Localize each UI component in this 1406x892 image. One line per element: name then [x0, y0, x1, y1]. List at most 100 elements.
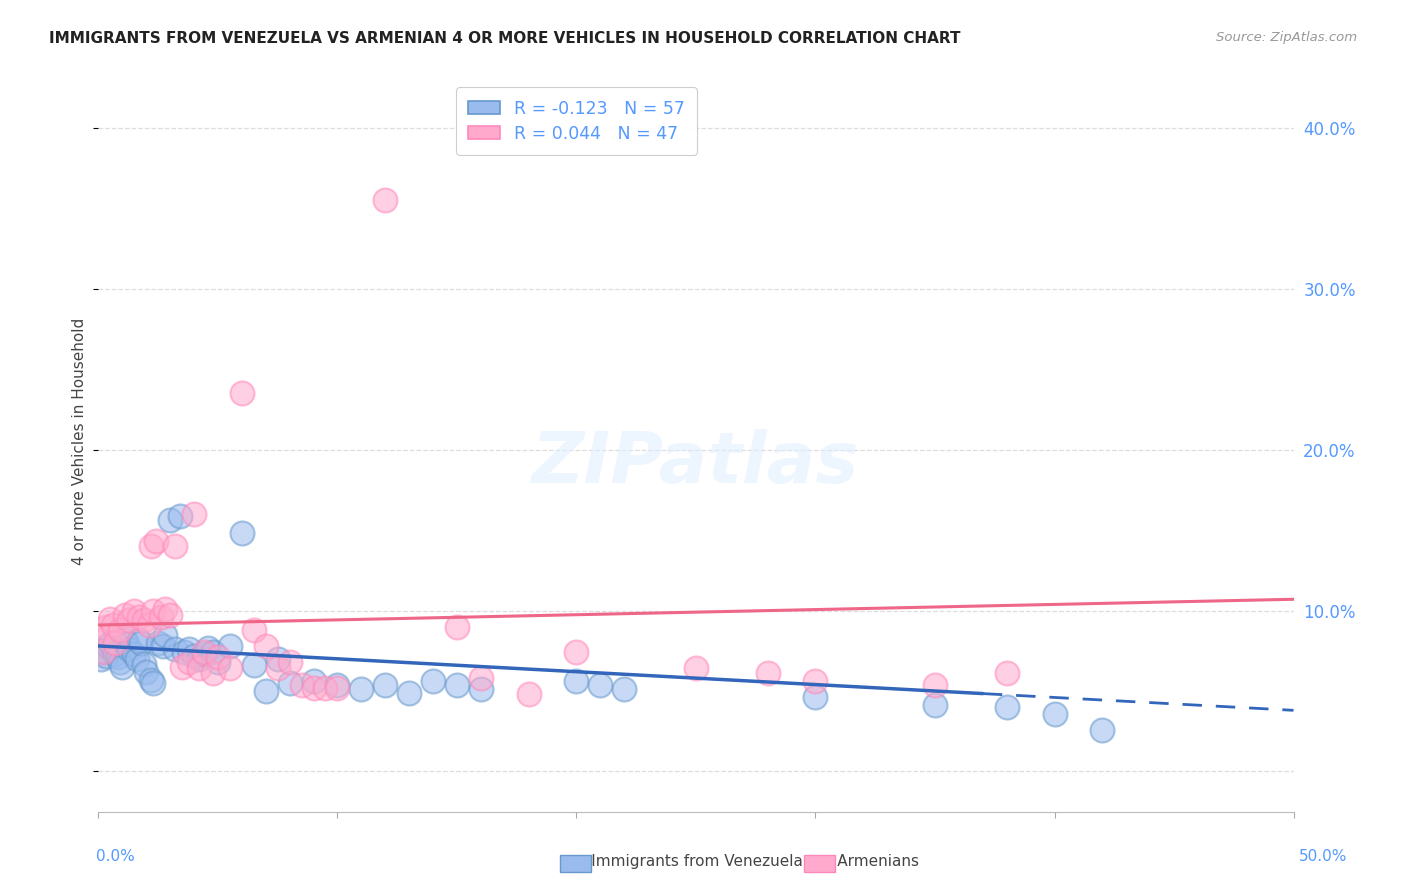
Point	[398, 685, 420, 699]
Point	[589, 677, 612, 691]
Point	[187, 652, 209, 666]
Point	[924, 698, 946, 713]
Point	[267, 661, 290, 675]
Point	[90, 652, 112, 666]
Point	[132, 613, 155, 627]
Point	[98, 636, 122, 650]
Point	[107, 650, 129, 665]
Point	[207, 655, 229, 669]
Point	[219, 639, 242, 653]
Point	[139, 673, 162, 687]
Point	[173, 645, 195, 659]
Point	[179, 642, 201, 657]
Point	[231, 386, 253, 401]
Point	[142, 603, 165, 617]
Point	[924, 677, 946, 691]
Point	[374, 193, 396, 207]
Text: 0.0%: 0.0%	[96, 849, 135, 864]
Point	[517, 687, 540, 701]
Point	[804, 674, 827, 689]
Point	[138, 618, 160, 632]
Point	[187, 661, 209, 675]
Point	[104, 636, 127, 650]
Point	[804, 690, 827, 705]
Text: Source: ZipAtlas.com: Source: ZipAtlas.com	[1216, 31, 1357, 45]
Point	[148, 636, 170, 650]
Point	[101, 618, 124, 632]
Point	[183, 507, 205, 521]
Point	[149, 610, 172, 624]
Point	[172, 660, 194, 674]
Point	[207, 650, 229, 665]
Point	[108, 655, 131, 669]
Point	[243, 658, 266, 673]
Point	[142, 676, 165, 690]
Point	[159, 513, 181, 527]
Point	[422, 674, 444, 689]
Point	[118, 613, 141, 627]
Point	[278, 676, 301, 690]
Point	[97, 629, 120, 643]
Point	[135, 665, 157, 679]
Point	[291, 677, 314, 691]
Point	[124, 647, 146, 661]
Point	[326, 677, 349, 691]
Point	[243, 623, 266, 637]
Point	[193, 645, 215, 659]
Point	[179, 655, 201, 669]
Point	[756, 666, 779, 681]
Text: Immigrants from Venezuela: Immigrants from Venezuela	[562, 854, 803, 869]
Point	[163, 539, 186, 553]
Point	[159, 608, 181, 623]
Point	[183, 648, 205, 663]
Point	[139, 539, 162, 553]
Point	[145, 534, 167, 549]
Point	[685, 661, 707, 675]
Point	[231, 526, 253, 541]
Point	[202, 666, 225, 681]
Point	[565, 674, 588, 689]
Point	[202, 645, 225, 659]
Point	[302, 674, 325, 689]
Point	[115, 637, 138, 651]
Text: IMMIGRANTS FROM VENEZUELA VS ARMENIAN 4 OR MORE VEHICLES IN HOUSEHOLD CORRELATIO: IMMIGRANTS FROM VENEZUELA VS ARMENIAN 4 …	[49, 31, 960, 46]
Point	[1091, 723, 1114, 737]
Y-axis label: 4 or more Vehicles in Household: 4 or more Vehicles in Household	[72, 318, 87, 566]
Point	[155, 628, 177, 642]
Point	[114, 632, 136, 647]
Point	[128, 632, 150, 647]
Point	[565, 645, 588, 659]
Text: 50.0%: 50.0%	[1299, 849, 1347, 864]
Point	[128, 610, 150, 624]
Point	[94, 619, 117, 633]
Point	[613, 682, 636, 697]
Point	[125, 652, 148, 666]
Point	[132, 657, 155, 671]
Point	[219, 661, 242, 675]
Point	[278, 655, 301, 669]
Point	[155, 602, 177, 616]
Point	[124, 603, 146, 617]
Point	[315, 681, 337, 695]
Point	[111, 660, 134, 674]
Point	[1043, 706, 1066, 721]
Point	[94, 648, 117, 663]
Point	[470, 682, 492, 697]
Point	[97, 639, 120, 653]
Point	[163, 642, 186, 657]
Point	[470, 671, 492, 685]
Text: Armenians: Armenians	[808, 854, 920, 869]
Point	[114, 608, 136, 623]
Point	[152, 639, 174, 653]
Point	[995, 666, 1018, 681]
Point	[98, 611, 122, 625]
Text: ZIPatlas: ZIPatlas	[533, 429, 859, 499]
Point	[446, 677, 468, 691]
Point	[91, 645, 114, 659]
Point	[118, 642, 141, 657]
Point	[104, 647, 127, 661]
Point	[995, 700, 1018, 714]
Point	[350, 682, 373, 697]
Point	[101, 640, 124, 655]
Point	[446, 619, 468, 633]
